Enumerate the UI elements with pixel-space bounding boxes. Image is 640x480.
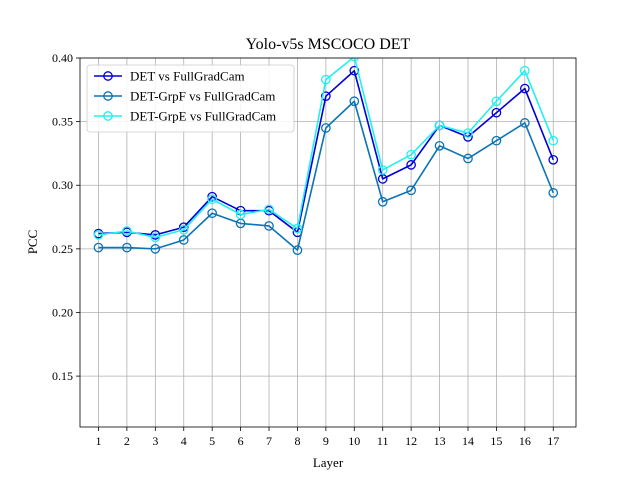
data-point — [264, 204, 274, 215]
legend-entry: DET vs FullGradCam — [94, 69, 245, 84]
data-point — [434, 120, 445, 131]
data-point — [178, 235, 189, 245]
x-tick-label: 1 — [95, 434, 101, 448]
data-point — [377, 165, 388, 175]
data-point — [463, 128, 473, 138]
x-tick-label: 16 — [519, 434, 531, 448]
data-point — [491, 107, 502, 118]
y-tick-label: 0.40 — [52, 51, 73, 65]
legend: DET vs FullGradCam DET-GrpF vs FullGradCa… — [86, 64, 295, 133]
data-point — [519, 65, 530, 76]
data-point — [491, 96, 502, 107]
data-point — [349, 58, 359, 62]
data-point — [321, 91, 331, 102]
data-point — [93, 242, 104, 253]
data-point — [548, 188, 559, 198]
data-point — [150, 232, 161, 243]
data-point — [519, 83, 530, 94]
y-tick-label: 0.35 — [52, 115, 73, 129]
data-point — [122, 242, 132, 253]
y-tick-label: 0.15 — [52, 369, 73, 383]
y-tick-label: 0.30 — [52, 178, 73, 192]
x-tick-label: 5 — [209, 434, 215, 448]
y-tick-label: 0.25 — [52, 242, 73, 256]
data-point — [207, 191, 218, 202]
legend-marker — [103, 91, 113, 101]
x-tick-label: 15 — [490, 434, 502, 448]
y-tick-label: 0.20 — [52, 305, 73, 319]
data-point — [178, 224, 189, 235]
legend-label: DET-GrpF vs FullGradCam — [130, 89, 275, 104]
data-point — [150, 244, 161, 254]
chart-title: Yolo-v5s MSCOCO DET — [246, 36, 411, 53]
data-point — [207, 194, 218, 205]
legend-box — [86, 64, 295, 133]
data-point — [377, 196, 388, 207]
y-axis-ticks: 0.15 0.20 0.25 0.30 0.35 0.40 — [52, 51, 80, 383]
legend-label: DET vs FullGradCam — [130, 69, 245, 84]
data-point — [491, 135, 502, 146]
x-tick-label: 3 — [152, 434, 158, 448]
data-point — [207, 208, 218, 219]
plot-frame — [79, 57, 577, 428]
x-tick-label: 10 — [348, 434, 360, 448]
data-point — [548, 135, 559, 146]
x-tick-label: 12 — [405, 434, 417, 448]
data-point — [264, 221, 274, 231]
data-point — [349, 96, 360, 107]
data-point — [406, 160, 416, 170]
x-tick-label: 13 — [434, 434, 446, 448]
x-tick-label: 8 — [294, 434, 300, 448]
data-point — [519, 118, 530, 128]
legend-label: DET-GrpE vs FullGradCam — [130, 109, 276, 124]
y-axis-label: PCC — [25, 230, 40, 255]
x-tick-label: 17 — [547, 434, 559, 448]
series-2 — [93, 96, 559, 255]
series-line — [98, 100, 555, 251]
data-point — [463, 153, 473, 164]
data-point — [178, 222, 189, 233]
x-axis-label: Layer — [313, 455, 344, 470]
x-axis-ticks: 1 2 3 4 5 6 7 8 9 10 11 12 13 14 15 16 17 — [95, 427, 559, 448]
legend-marker — [103, 71, 113, 81]
data-point — [321, 123, 331, 133]
series-3 — [93, 58, 559, 243]
x-tick-label: 6 — [238, 434, 244, 448]
x-tick-label: 7 — [266, 434, 272, 448]
data-point — [321, 74, 331, 85]
data-point — [235, 209, 246, 220]
x-tick-label: 9 — [323, 434, 329, 448]
x-tick-label: 14 — [462, 434, 474, 448]
data-point — [548, 154, 559, 165]
series-line — [98, 69, 555, 236]
data-point — [434, 140, 445, 151]
data-point — [292, 245, 303, 255]
data-point — [406, 149, 416, 160]
data-point — [292, 223, 303, 234]
data-point — [150, 230, 161, 240]
data-point — [122, 226, 132, 236]
x-tick-label: 4 — [181, 434, 187, 448]
series-group — [93, 58, 559, 255]
legend-marker — [103, 111, 113, 121]
data-point — [406, 185, 416, 196]
data-point — [93, 230, 104, 240]
x-tick-label: 11 — [377, 434, 389, 448]
x-tick-label: 2 — [124, 434, 130, 448]
legend-entry: DET-GrpF vs FullGradCam — [94, 89, 275, 104]
series-line — [98, 58, 555, 239]
legend-entry: DET-GrpE vs FullGradCam — [94, 109, 276, 124]
